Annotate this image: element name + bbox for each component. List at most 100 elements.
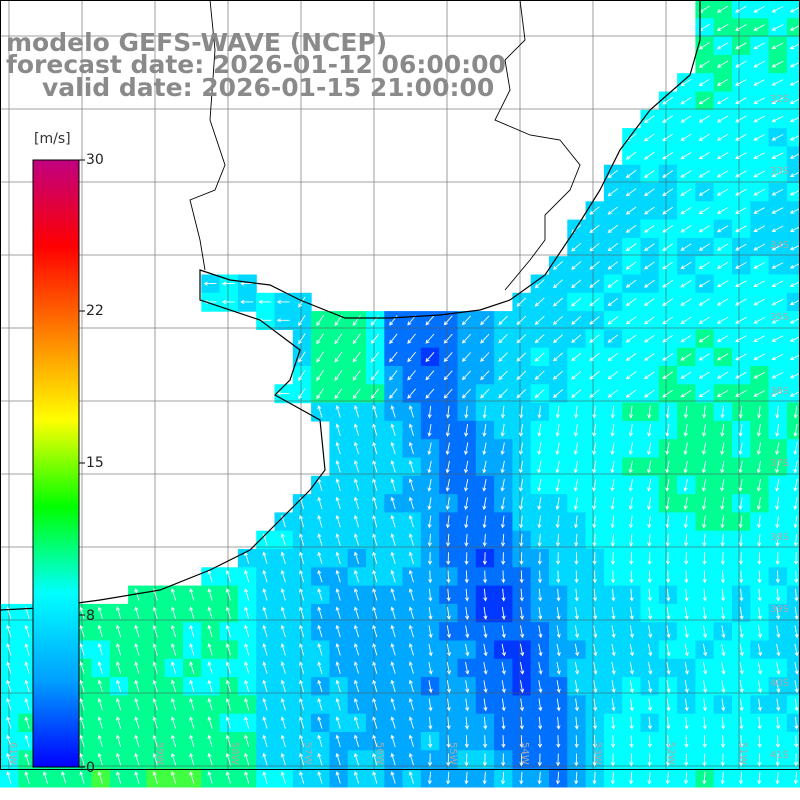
wind-arrow [698, 316, 710, 324]
wind-arrow [698, 60, 710, 68]
wind-arrow [644, 133, 655, 142]
wind-arrow [299, 624, 305, 638]
wind-arrow [317, 661, 323, 674]
wind-arrow [735, 152, 747, 159]
wind-arrow [116, 624, 122, 638]
wind-arrow [571, 316, 582, 325]
wind-arrow [610, 405, 615, 419]
wind-arrow [464, 424, 469, 437]
wind-arrow [352, 333, 361, 345]
wind-arrow [244, 569, 250, 583]
wind-arrow [390, 734, 396, 748]
wind-arrow [716, 298, 729, 306]
wind-arrow [665, 460, 670, 474]
wind-arrow [716, 335, 729, 343]
wind-arrow [482, 497, 487, 511]
wind-arrow [680, 133, 692, 141]
wind-arrow [276, 299, 290, 304]
wind-arrow [353, 551, 360, 565]
wind-arrow [244, 716, 250, 729]
wind-arrow [519, 662, 525, 675]
wind-arrow [555, 515, 560, 529]
wind-arrow [662, 316, 674, 325]
wind-arrow [702, 643, 708, 657]
colorbar-unit: [m/s] [34, 131, 71, 147]
wind-arrow [716, 24, 729, 31]
wind-arrow [464, 405, 469, 419]
wind-arrow [776, 643, 781, 657]
wind-arrow [498, 388, 508, 399]
wind-arrow [721, 662, 726, 675]
wind-arrow [79, 734, 85, 748]
wind-arrow [683, 460, 688, 474]
wind-arrow [24, 624, 30, 638]
wind-arrow [134, 752, 140, 766]
wind-arrow [574, 405, 579, 419]
wind-arrow [592, 533, 597, 547]
wind-arrow [298, 388, 306, 400]
wind-arrow [680, 151, 692, 160]
wind-arrow [735, 262, 747, 269]
wind-arrow [465, 698, 470, 712]
wind-arrow [735, 207, 747, 214]
wind-arrow [317, 642, 323, 656]
wind-arrow [446, 625, 451, 639]
wind-arrow [738, 405, 743, 419]
wind-arrow [389, 370, 398, 381]
wind-arrow [794, 716, 799, 730]
wind-arrow [189, 771, 195, 784]
wind-arrow [116, 661, 122, 674]
wind-arrow [352, 370, 361, 381]
wind-arrow [757, 698, 762, 712]
wind-arrow [534, 352, 545, 362]
wind-arrow [592, 460, 597, 474]
wind-arrow [335, 496, 341, 510]
wind-arrow [735, 188, 747, 196]
wind-arrow [372, 771, 378, 784]
wind-arrow [593, 662, 598, 675]
wind-arrow [662, 151, 674, 160]
wind-arrow [716, 225, 729, 233]
wind-arrow [335, 716, 341, 729]
wind-arrow [519, 643, 525, 657]
wind-arrow [757, 405, 762, 419]
wind-arrow [537, 735, 543, 749]
wind-arrow [607, 188, 619, 197]
wind-arrow [443, 370, 453, 381]
wind-arrow [464, 552, 469, 566]
wind-arrow [757, 716, 762, 730]
wind-arrow [644, 316, 655, 325]
wind-arrow [753, 390, 765, 397]
wind-arrow [573, 479, 579, 492]
wind-arrow [739, 570, 744, 584]
wind-arrow [79, 642, 85, 656]
wind-arrow [428, 680, 433, 694]
wind-arrow [465, 662, 470, 675]
wind-arrow [776, 625, 781, 639]
wind-arrow [407, 351, 416, 363]
wind-arrow [353, 423, 360, 436]
wind-arrow [771, 280, 784, 287]
wind-arrow [665, 442, 670, 456]
wind-arrow [352, 351, 361, 363]
wind-arrow [461, 388, 472, 399]
wind-arrow [775, 570, 780, 584]
wind-arrow [753, 353, 765, 361]
wind-arrow [757, 588, 762, 602]
wind-cell [786, 237, 800, 257]
wind-arrow [428, 662, 433, 675]
wind-arrow [735, 243, 747, 251]
wind-arrow [464, 753, 469, 767]
wind-arrow [116, 642, 122, 656]
wind-arrow [716, 207, 729, 214]
wind-arrow [445, 424, 450, 437]
wind-arrow [500, 442, 505, 456]
wind-arrow [771, 207, 784, 214]
wind-arrow [662, 206, 674, 215]
wind-arrow [428, 716, 433, 730]
wind-arrow [152, 642, 158, 656]
wind-arrow [573, 515, 579, 529]
wind-cell [786, 494, 800, 513]
wind-cell [786, 128, 800, 147]
wind-arrow [244, 679, 250, 693]
